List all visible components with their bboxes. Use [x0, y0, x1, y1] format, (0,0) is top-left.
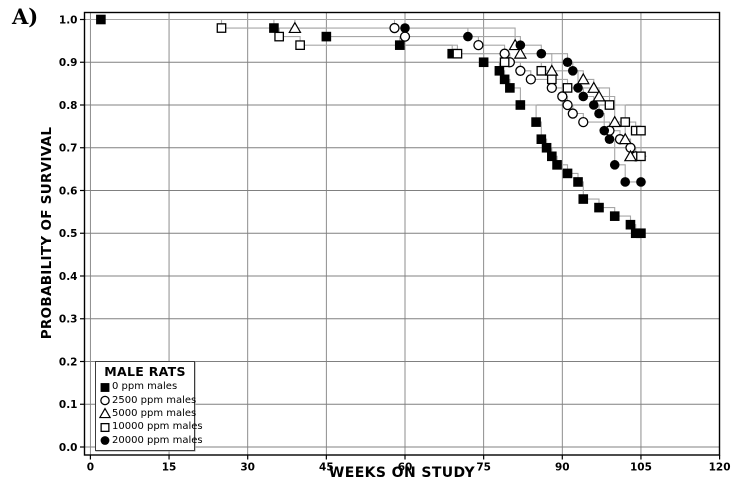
- legend-item: 0 ppm males: [99, 380, 191, 393]
- svg-text:15: 15: [162, 462, 177, 474]
- svg-text:0.0: 0.0: [59, 442, 78, 454]
- open-triangle-icon: [99, 407, 111, 419]
- filled-square-icon: [100, 382, 110, 392]
- svg-text:45: 45: [319, 462, 334, 474]
- legend-item: 2500 ppm males: [99, 393, 196, 406]
- svg-text:0.8: 0.8: [59, 100, 78, 112]
- svg-text:120: 120: [709, 462, 731, 474]
- svg-text:105: 105: [630, 462, 652, 474]
- legend-item-label: 5000 ppm males: [112, 407, 197, 419]
- svg-text:0.2: 0.2: [59, 356, 78, 368]
- legend-item-label: 0 ppm males: [112, 381, 178, 393]
- svg-text:90: 90: [555, 462, 570, 474]
- svg-text:0.6: 0.6: [59, 185, 78, 197]
- svg-text:0.5: 0.5: [59, 228, 78, 240]
- svg-text:75: 75: [476, 462, 491, 474]
- legend-items: 0 ppm males 2500 ppm males 5000 ppm males 1…: [99, 380, 203, 447]
- y-axis-label: PROBABILITY OF SURVIVAL: [39, 126, 55, 340]
- svg-text:0: 0: [87, 462, 94, 474]
- filled-circle-icon: [100, 436, 110, 446]
- x-axis-label: WEEKS ON STUDY: [328, 465, 476, 481]
- svg-text:0.9: 0.9: [59, 57, 78, 69]
- legend-item: 20000 ppm males: [99, 434, 203, 447]
- svg-text:0.7: 0.7: [59, 143, 78, 155]
- legend-item: 5000 ppm males: [99, 407, 196, 420]
- open-square-icon: [100, 422, 110, 432]
- legend-item-label: 20000 ppm males: [112, 434, 203, 446]
- legend-item: 10000 ppm males: [99, 420, 203, 433]
- svg-text:0.1: 0.1: [59, 399, 78, 411]
- legend: MALE RATS 0 ppm males 2500 ppm males 5000 …: [95, 361, 203, 451]
- legend-title: MALE RATS: [104, 364, 186, 379]
- svg-text:60: 60: [398, 462, 413, 474]
- legend-item-label: 10000 ppm males: [112, 421, 203, 433]
- open-circle-icon: [100, 395, 110, 406]
- svg-text:30: 30: [240, 462, 255, 474]
- figure-label: A): [12, 4, 39, 29]
- svg-text:0.4: 0.4: [59, 271, 78, 283]
- legend-item-label: 2500 ppm males: [112, 394, 197, 406]
- svg-text:0.3: 0.3: [59, 314, 78, 326]
- svg-text:1.0: 1.0: [59, 14, 78, 26]
